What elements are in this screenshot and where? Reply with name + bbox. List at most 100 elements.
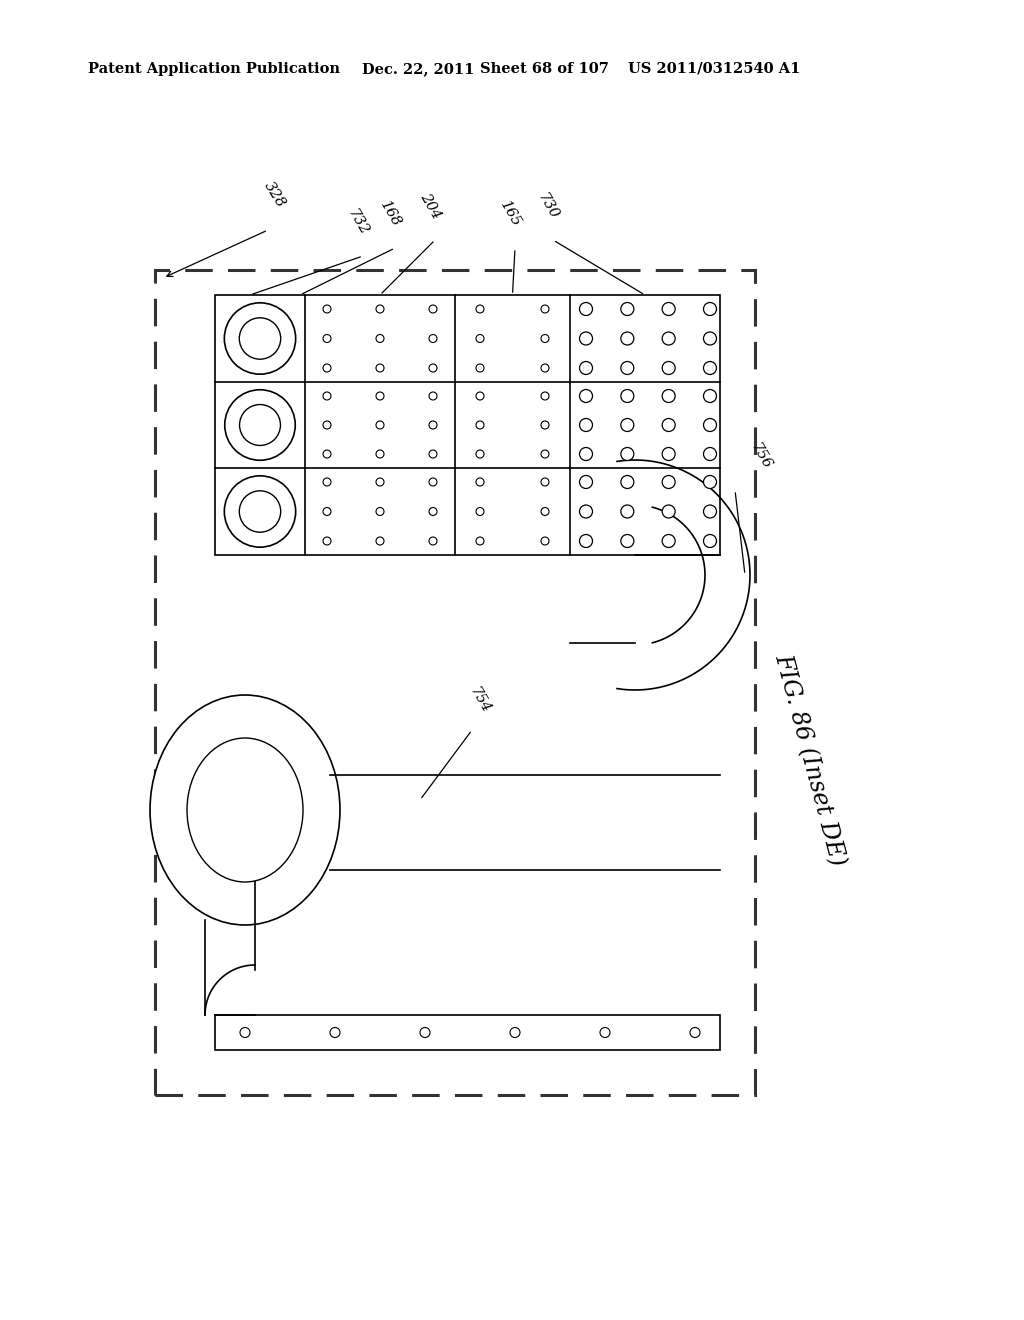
- Circle shape: [663, 475, 675, 488]
- Circle shape: [703, 389, 717, 403]
- Circle shape: [476, 537, 484, 545]
- Circle shape: [580, 333, 593, 345]
- Circle shape: [420, 1027, 430, 1038]
- Circle shape: [663, 506, 675, 517]
- Bar: [155, 271, 755, 1096]
- Circle shape: [703, 447, 717, 461]
- Circle shape: [621, 333, 634, 345]
- Circle shape: [510, 1027, 520, 1038]
- Circle shape: [621, 362, 634, 375]
- Circle shape: [541, 421, 549, 429]
- Circle shape: [541, 507, 549, 516]
- Text: 168: 168: [377, 199, 403, 230]
- Circle shape: [224, 475, 296, 548]
- Circle shape: [429, 364, 437, 372]
- Circle shape: [541, 450, 549, 458]
- Circle shape: [323, 334, 331, 342]
- Circle shape: [429, 305, 437, 313]
- Circle shape: [429, 421, 437, 429]
- Circle shape: [541, 392, 549, 400]
- Circle shape: [663, 389, 675, 403]
- Circle shape: [541, 478, 549, 486]
- Circle shape: [323, 364, 331, 372]
- Circle shape: [323, 305, 331, 313]
- Circle shape: [580, 535, 593, 548]
- Circle shape: [429, 507, 437, 516]
- Circle shape: [703, 333, 717, 345]
- Circle shape: [376, 507, 384, 516]
- Circle shape: [476, 421, 484, 429]
- Circle shape: [476, 392, 484, 400]
- Text: 732: 732: [345, 207, 371, 238]
- Circle shape: [240, 404, 281, 445]
- Circle shape: [323, 421, 331, 429]
- Text: Sheet 68 of 107: Sheet 68 of 107: [480, 62, 609, 77]
- Circle shape: [580, 506, 593, 517]
- Circle shape: [376, 478, 384, 486]
- Circle shape: [323, 450, 331, 458]
- Circle shape: [580, 475, 593, 488]
- Bar: [215, 1015, 720, 1049]
- Circle shape: [240, 318, 281, 359]
- Circle shape: [621, 447, 634, 461]
- Circle shape: [224, 302, 296, 374]
- Circle shape: [240, 491, 281, 532]
- Text: 204: 204: [417, 191, 443, 222]
- Text: Dec. 22, 2011: Dec. 22, 2011: [362, 62, 474, 77]
- Circle shape: [429, 450, 437, 458]
- Circle shape: [703, 475, 717, 488]
- Bar: [215, 294, 720, 554]
- Circle shape: [621, 389, 634, 403]
- Circle shape: [600, 1027, 610, 1038]
- Ellipse shape: [187, 738, 303, 882]
- Circle shape: [703, 506, 717, 517]
- Circle shape: [429, 392, 437, 400]
- Circle shape: [476, 334, 484, 342]
- Text: 730: 730: [535, 191, 561, 222]
- Circle shape: [621, 475, 634, 488]
- Circle shape: [663, 333, 675, 345]
- Text: 754: 754: [467, 685, 493, 715]
- Circle shape: [621, 418, 634, 432]
- Circle shape: [330, 1027, 340, 1038]
- Text: US 2011/0312540 A1: US 2011/0312540 A1: [628, 62, 801, 77]
- Circle shape: [376, 421, 384, 429]
- Circle shape: [580, 389, 593, 403]
- Circle shape: [690, 1027, 700, 1038]
- Circle shape: [621, 506, 634, 517]
- Circle shape: [323, 537, 331, 545]
- Circle shape: [224, 389, 295, 461]
- Circle shape: [621, 535, 634, 548]
- Circle shape: [663, 418, 675, 432]
- Circle shape: [663, 362, 675, 375]
- Circle shape: [376, 537, 384, 545]
- Circle shape: [703, 362, 717, 375]
- Circle shape: [663, 302, 675, 315]
- Circle shape: [580, 362, 593, 375]
- Circle shape: [323, 478, 331, 486]
- Text: 328: 328: [262, 180, 289, 210]
- Text: 756: 756: [748, 441, 774, 473]
- Circle shape: [323, 392, 331, 400]
- Circle shape: [580, 418, 593, 432]
- Circle shape: [476, 364, 484, 372]
- Circle shape: [476, 478, 484, 486]
- Circle shape: [376, 334, 384, 342]
- Circle shape: [541, 537, 549, 545]
- Circle shape: [580, 447, 593, 461]
- Circle shape: [429, 537, 437, 545]
- Circle shape: [376, 305, 384, 313]
- Circle shape: [476, 305, 484, 313]
- Circle shape: [429, 478, 437, 486]
- Circle shape: [376, 364, 384, 372]
- Text: Patent Application Publication: Patent Application Publication: [88, 62, 340, 77]
- Circle shape: [703, 535, 717, 548]
- Circle shape: [240, 1027, 250, 1038]
- Circle shape: [476, 507, 484, 516]
- Circle shape: [580, 302, 593, 315]
- Circle shape: [323, 507, 331, 516]
- Circle shape: [541, 305, 549, 313]
- Circle shape: [663, 447, 675, 461]
- Circle shape: [703, 302, 717, 315]
- Text: FIG. 86 (Inset DE): FIG. 86 (Inset DE): [771, 651, 850, 869]
